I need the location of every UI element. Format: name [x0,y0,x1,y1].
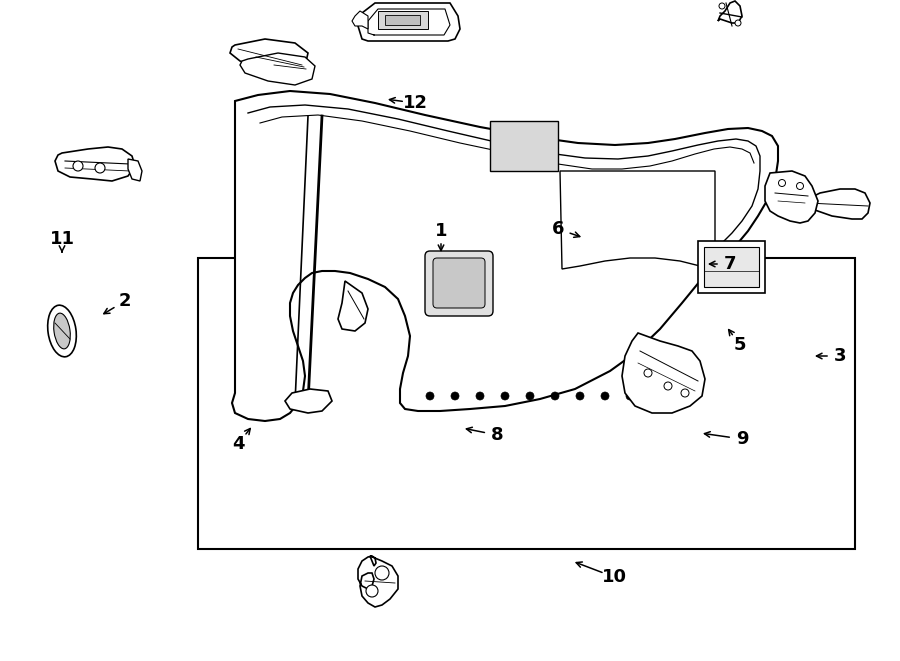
Ellipse shape [48,305,76,357]
Circle shape [476,392,484,400]
Polygon shape [230,39,308,73]
Polygon shape [800,189,870,219]
Circle shape [664,382,672,390]
Polygon shape [128,159,142,181]
Text: 5: 5 [734,336,746,354]
Polygon shape [718,1,742,23]
Text: 10: 10 [601,568,626,586]
Polygon shape [765,171,818,223]
Circle shape [73,161,83,171]
Polygon shape [352,11,368,29]
Circle shape [651,392,659,400]
Circle shape [735,20,741,26]
Circle shape [719,3,725,9]
Circle shape [601,392,609,400]
Circle shape [681,389,689,397]
Bar [704,247,759,287]
Ellipse shape [54,313,70,349]
Polygon shape [560,171,715,269]
Circle shape [366,585,378,597]
Circle shape [95,163,105,173]
Circle shape [644,369,652,377]
Polygon shape [338,281,368,331]
Polygon shape [490,121,558,171]
Polygon shape [285,389,332,413]
Text: 6: 6 [552,220,564,238]
Circle shape [501,392,509,400]
Text: 3: 3 [833,347,846,365]
Polygon shape [622,333,705,413]
Polygon shape [358,3,460,41]
Circle shape [451,392,459,400]
Polygon shape [240,53,315,85]
Text: 1: 1 [435,222,447,240]
Circle shape [375,566,389,580]
Polygon shape [232,91,778,421]
Polygon shape [55,147,135,181]
Circle shape [796,182,804,190]
Bar [198,258,855,549]
Circle shape [551,392,559,400]
Text: 9: 9 [736,430,748,448]
FancyBboxPatch shape [433,258,485,308]
FancyBboxPatch shape [425,251,493,316]
Text: 8: 8 [491,426,503,444]
Circle shape [626,392,634,400]
Circle shape [426,392,434,400]
Circle shape [778,180,786,186]
Text: 11: 11 [50,230,75,248]
Text: 2: 2 [119,292,131,310]
Polygon shape [378,11,428,29]
Circle shape [526,392,534,400]
Polygon shape [358,556,398,607]
Text: 4: 4 [232,435,244,453]
Polygon shape [698,241,765,293]
Text: 12: 12 [402,94,428,112]
Polygon shape [385,15,420,25]
Circle shape [576,392,584,400]
Text: 7: 7 [724,255,736,273]
